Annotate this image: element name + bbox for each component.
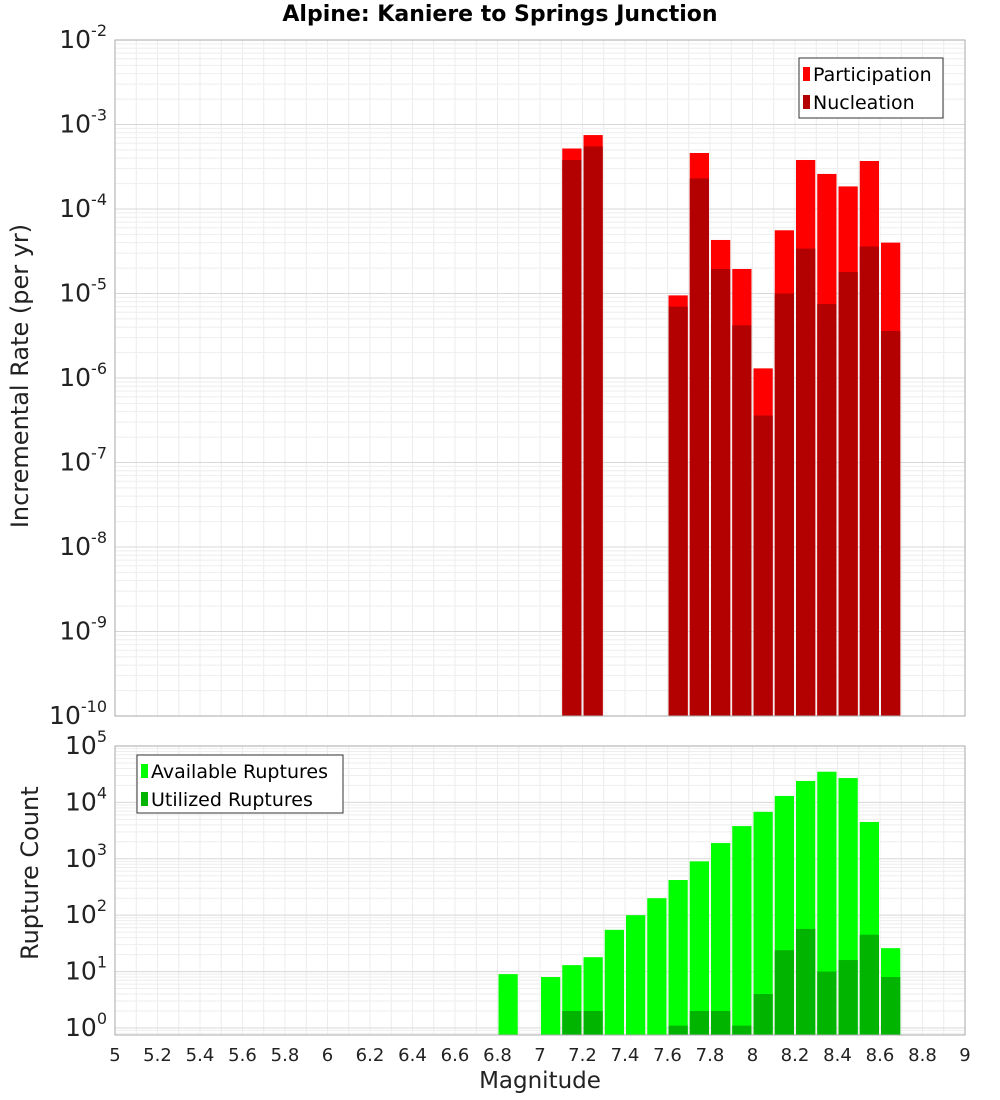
bar-nucleation-7.25 — [583, 146, 603, 717]
grid-lines-1 — [114, 40, 966, 717]
x-tick-label: 5.2 — [143, 1045, 172, 1066]
x-tick-label: 5.6 — [228, 1045, 257, 1066]
y-tick-label: 10-9 — [59, 613, 107, 646]
y-tick-label: 10-7 — [59, 444, 107, 477]
legend-2: Available Ruptures Utilized Ruptures — [136, 754, 344, 814]
x-tick-label: 7.2 — [568, 1045, 597, 1066]
y-tick-labels-2: 100 101 102 103 104 105 — [65, 727, 107, 1042]
y-tick-label: 10-10 — [49, 697, 107, 730]
bar-utilized-ruptures-7.65 — [668, 1025, 688, 1035]
bar-nucleation-8.25 — [796, 248, 816, 716]
y-tick-label: 101 — [65, 953, 107, 986]
bar-nucleation-7.75 — [689, 178, 709, 717]
legend-label: Nucleation — [813, 92, 915, 114]
legend-1: Participation Nucleation — [798, 57, 944, 119]
y-tick-label: 103 — [65, 840, 107, 873]
bar-utilized-ruptures-7.95 — [732, 1025, 752, 1035]
bar-available-ruptures-6.85 — [498, 974, 518, 1035]
legend-swatch — [803, 67, 810, 81]
bar-utilized-ruptures-8.55 — [859, 934, 879, 1035]
bar-available-ruptures-7.75 — [689, 861, 709, 1035]
legend-swatch — [803, 95, 810, 109]
y-tick-label: 102 — [65, 896, 107, 929]
plot-frame-1 — [114, 39, 966, 717]
bar-nucleation-7.85 — [711, 268, 731, 716]
x-tick-label: 7.6 — [653, 1045, 682, 1066]
x-tick-label: 8 — [747, 1045, 758, 1066]
x-tick-label: 8.2 — [781, 1045, 810, 1066]
y-tick-label: 100 — [65, 1009, 107, 1042]
bar-nucleation-8.55 — [859, 246, 879, 716]
bar-nucleation-8.15 — [774, 293, 794, 716]
x-tick-label: 6 — [322, 1045, 333, 1066]
legend-box — [136, 754, 344, 814]
bar-available-ruptures-7.35 — [604, 929, 624, 1035]
x-tick-label: 7.4 — [611, 1045, 640, 1066]
legend-label: Available Ruptures — [151, 761, 328, 783]
bar-available-ruptures-7.95 — [732, 826, 752, 1035]
bar-nucleation-7.95 — [732, 325, 752, 716]
y-tick-label: 10-6 — [59, 359, 107, 392]
bar-utilized-ruptures-8.65 — [881, 977, 901, 1035]
x-tick-label: 5 — [109, 1045, 120, 1066]
bar-nucleation-7.65 — [668, 306, 688, 716]
bar-available-ruptures-7.45 — [626, 915, 646, 1035]
legend-swatch — [141, 764, 148, 778]
y-tick-label: 105 — [65, 727, 107, 760]
x-tick-labels: 5 5.2 5.4 5.6 5.8 6 6.2 6.4 6.6 6.8 7 7.2 7.4 7.6 7.8 8… — [109, 1045, 970, 1066]
bar-nucleation-8.65 — [881, 330, 901, 716]
x-tick-label: 7.8 — [696, 1045, 725, 1066]
bar-utilized-ruptures-8.35 — [817, 971, 837, 1035]
bar-available-ruptures-8.05 — [753, 811, 773, 1035]
y-tick-labels-1: 10-10 10-9 10-8 10-7 10-6 10-5 10-4 10-3 10-2 — [49, 21, 107, 730]
y-tick-label: 10-2 — [59, 21, 107, 54]
x-tick-label: 9 — [959, 1045, 970, 1066]
x-tick-label: 6.2 — [356, 1045, 385, 1066]
x-axis-label: Magnitude — [479, 1068, 601, 1094]
bar-available-ruptures-7.85 — [711, 843, 731, 1035]
legend-label: Utilized Ruptures — [151, 789, 313, 811]
bar-available-ruptures-8.35 — [817, 771, 837, 1035]
bar-utilized-ruptures-7.75 — [689, 1010, 709, 1035]
x-tick-label: 8.8 — [908, 1045, 937, 1066]
y-tick-label: 10-8 — [59, 528, 107, 561]
bar-available-ruptures-7.55 — [647, 898, 667, 1035]
bars-panel-2 — [498, 771, 901, 1035]
y-tick-label: 104 — [65, 783, 107, 816]
bar-utilized-ruptures-7.15 — [562, 1010, 582, 1035]
x-tick-label: 5.8 — [271, 1045, 300, 1066]
x-tick-label: 6.4 — [398, 1045, 427, 1066]
bar-utilized-ruptures-8.15 — [774, 950, 794, 1035]
bar-available-ruptures-7.65 — [668, 880, 688, 1035]
bar-available-ruptures-7.05 — [541, 977, 561, 1035]
x-tick-label: 6.6 — [441, 1045, 470, 1066]
legend-box — [798, 57, 944, 119]
bar-utilized-ruptures-8.05 — [753, 994, 773, 1035]
bar-utilized-ruptures-8.25 — [796, 928, 816, 1035]
bar-nucleation-7.15 — [562, 160, 582, 716]
bar-nucleation-8.35 — [817, 304, 837, 716]
chart-title: Alpine: Kaniere to Springs Junction — [282, 2, 718, 27]
x-tick-label: 7 — [534, 1045, 545, 1066]
x-tick-label: 8.4 — [823, 1045, 852, 1066]
legend-label: Participation — [813, 64, 932, 86]
y-tick-label: 10-5 — [59, 275, 107, 308]
bars-panel-1 — [562, 135, 901, 717]
bar-nucleation-8.05 — [753, 415, 773, 716]
x-tick-label: 5.4 — [186, 1045, 215, 1066]
bar-utilized-ruptures-8.45 — [838, 960, 858, 1035]
x-tick-label: 8.6 — [866, 1045, 895, 1066]
y-tick-label: 10-4 — [59, 190, 107, 223]
bar-utilized-ruptures-7.25 — [583, 1010, 603, 1035]
plot-frame-2 — [114, 745, 966, 1036]
bar-utilized-ruptures-7.85 — [711, 1010, 731, 1035]
legend-swatch — [141, 792, 148, 806]
bar-nucleation-8.45 — [838, 271, 858, 716]
y-tick-label: 10-3 — [59, 106, 107, 139]
x-tick-label: 6.8 — [483, 1045, 512, 1066]
